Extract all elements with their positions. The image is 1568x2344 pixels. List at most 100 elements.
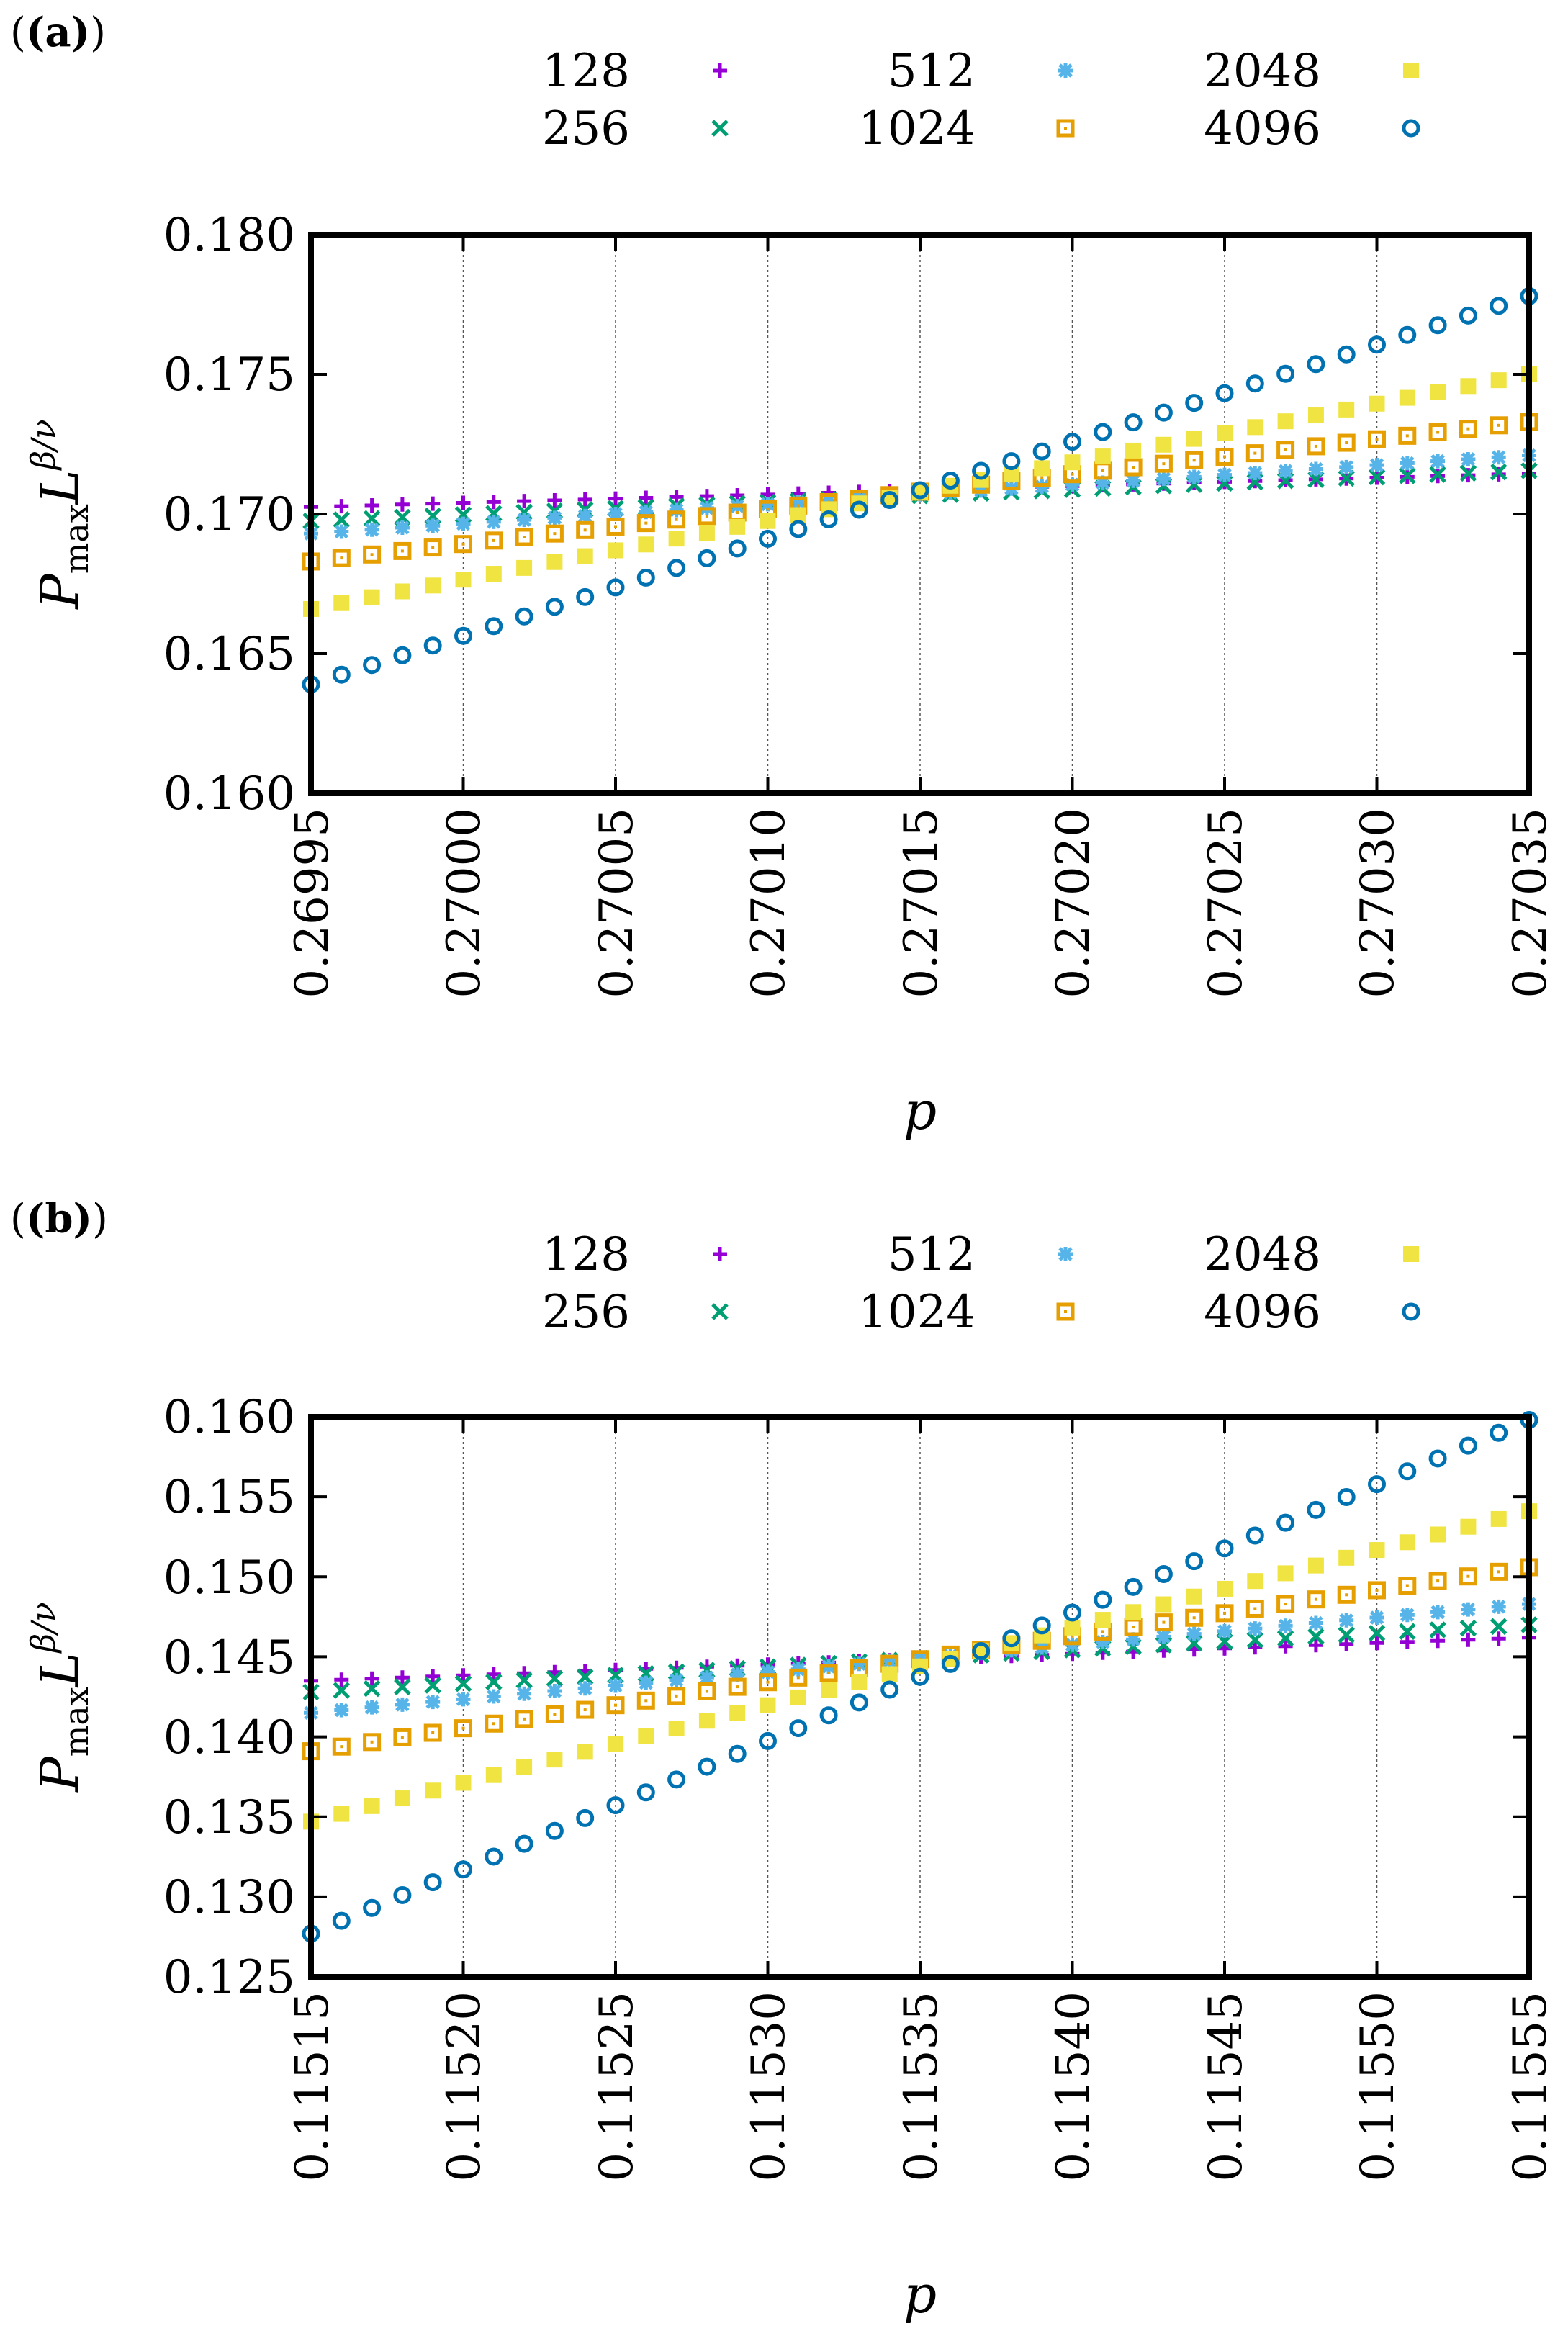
point-b-1024-10 (606, 1696, 625, 1715)
point-a-2048-21 (942, 477, 959, 494)
point-a-1024-8 (545, 524, 564, 543)
point-a-2048-30 (1217, 425, 1233, 441)
point-a-128-2 (364, 497, 379, 513)
legend-b-label-128: 128 (542, 1228, 630, 1281)
point-b-256-8 (546, 1669, 564, 1687)
point-b-4096-10 (606, 1796, 625, 1815)
legend-a-label-128: 128 (542, 45, 630, 98)
point-a-128-3 (395, 497, 410, 512)
point-b-4096-4 (423, 1873, 442, 1892)
legend-b-label-256: 256 (542, 1286, 630, 1339)
point-b-4096-30 (1215, 1539, 1234, 1558)
x-tick-b-6: 0.11545 (1199, 1991, 1253, 2182)
point-a-2048-25 (1064, 454, 1081, 471)
point-b-1024-38 (1459, 1567, 1477, 1586)
point-a-4096-6 (485, 617, 503, 636)
point-a-128-12 (669, 490, 684, 505)
point-a-4096-34 (1337, 345, 1356, 364)
point-a-512-36 (1400, 456, 1415, 471)
point-a-4096-15 (759, 529, 777, 548)
point-b-256-6 (485, 1673, 503, 1691)
x-tick-a-7: 0.27030 (1351, 808, 1405, 999)
point-a-2048-10 (608, 542, 623, 559)
point-a-4096-21 (941, 472, 960, 490)
point-b-512-12 (669, 1672, 684, 1687)
point-a-256-35 (1368, 468, 1386, 486)
point-a-512-6 (486, 514, 501, 529)
point-b-128-39 (1491, 1631, 1506, 1646)
point-b-4096-33 (1307, 1500, 1325, 1519)
point-a-1024-1 (332, 549, 351, 567)
point-a-2048-3 (394, 583, 410, 600)
point-b-1024-6 (485, 1714, 503, 1733)
point-a-256-36 (1399, 467, 1416, 484)
legend-marker-b-1024 (1056, 1302, 1075, 1321)
point-a-256-39 (1490, 463, 1508, 481)
y-tick-a-2: 0.170 (163, 488, 295, 541)
point-a-256-37 (1429, 466, 1446, 483)
point-b-128-38 (1461, 1632, 1476, 1647)
point-b-256-38 (1459, 1619, 1477, 1637)
point-b-2048-30 (1217, 1580, 1233, 1597)
x-tick-b-2: 0.11525 (590, 1991, 644, 2182)
point-a-2048-11 (638, 536, 654, 553)
point-b-1024-37 (1428, 1572, 1447, 1590)
point-a-4096-10 (606, 578, 625, 597)
point-b-1024-29 (1185, 1608, 1204, 1627)
point-b-4096-9 (576, 1808, 595, 1827)
legend-marker-b-512 (1058, 1247, 1073, 1261)
point-b-128-32 (1278, 1638, 1293, 1654)
legend-marker-a-128 (713, 63, 727, 78)
legend-marker-b-128 (713, 1247, 727, 1261)
points-a (302, 287, 1538, 694)
point-a-1024-6 (485, 531, 503, 550)
legend-b-markers (711, 1246, 1420, 1321)
ticks-b (310, 1415, 1531, 1978)
x-tick-labels-a: 0.26995 0.27000 0.27005 0.27010 0.27015 … (286, 808, 1557, 999)
panel-label-b: ((b)) (10, 1195, 108, 1243)
point-a-1024-29 (1185, 451, 1204, 469)
point-b-128-37 (1430, 1633, 1446, 1649)
point-b-4096-8 (545, 1821, 564, 1840)
point-a-1024-35 (1368, 430, 1386, 448)
point-a-1024-12 (667, 510, 686, 529)
x-tick-b-8: 0.11555 (1504, 1991, 1557, 2182)
point-b-2048-32 (1277, 1565, 1294, 1582)
point-b-1024-27 (1124, 1618, 1143, 1636)
point-b-512-39 (1491, 1599, 1506, 1614)
point-b-1024-9 (576, 1700, 595, 1719)
y-tick-b-1: 0.130 (163, 1871, 295, 1924)
x-tick-b-5: 0.11540 (1047, 1991, 1100, 2182)
point-a-2048-34 (1338, 401, 1355, 418)
y-tick-labels-a: 0.160 0.165 0.170 0.175 0.180 (163, 209, 295, 821)
point-b-2048-38 (1460, 1518, 1477, 1535)
x-tick-b-0: 0.11515 (286, 1991, 339, 2182)
point-a-4096-38 (1459, 306, 1477, 325)
point-b-4096-19 (880, 1680, 899, 1699)
point-a-1024-4 (423, 538, 442, 557)
point-b-512-30 (1217, 1623, 1232, 1638)
point-a-512-25 (1065, 477, 1080, 492)
point-b-4096-6 (485, 1847, 503, 1866)
point-a-1024-38 (1459, 420, 1477, 438)
point-a-4096-27 (1124, 413, 1143, 432)
point-b-256-37 (1429, 1621, 1446, 1638)
point-a-512-35 (1369, 458, 1384, 473)
point-b-512-10 (608, 1678, 623, 1693)
point-b-512-11 (639, 1675, 654, 1690)
point-b-4096-1 (332, 1911, 351, 1930)
y-tick-labels-b: 0.125 0.130 0.135 0.140 0.145 0.150 0.15… (163, 1391, 295, 2004)
point-b-2048-25 (1064, 1619, 1081, 1636)
point-a-4096-7 (515, 607, 533, 626)
point-b-2048-33 (1307, 1557, 1324, 1574)
point-a-512-17 (821, 492, 837, 508)
point-b-256-1 (333, 1682, 351, 1699)
point-b-1024-30 (1215, 1604, 1234, 1623)
point-b-4096-35 (1368, 1475, 1386, 1494)
legend-b: 128 256 512 1024 2048 4096 (542, 1228, 1420, 1339)
point-a-2048-14 (729, 518, 746, 535)
point-b-2048-9 (577, 1744, 593, 1760)
point-b-2048-23 (1003, 1635, 1019, 1651)
point-a-2048-35 (1369, 395, 1385, 412)
legend-a-markers (711, 63, 1420, 138)
